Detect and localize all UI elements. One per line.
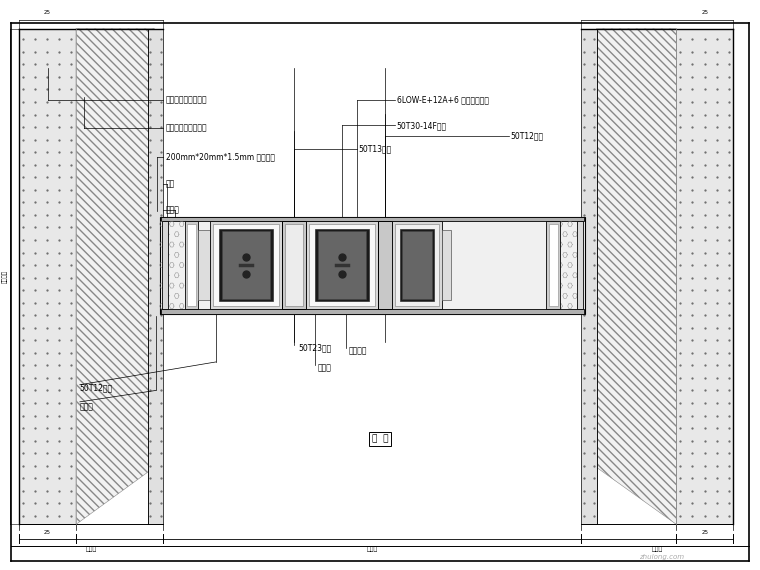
Text: 6LOW-E+12A+6 中空钢化玻璃: 6LOW-E+12A+6 中空钢化玻璃 <box>397 95 489 104</box>
Bar <box>378 221 392 309</box>
Bar <box>577 221 583 309</box>
Text: 25: 25 <box>701 10 708 15</box>
Text: 保温墙（系统造工）: 保温墙（系统造工） <box>166 124 207 133</box>
Bar <box>161 217 584 221</box>
Text: 50T23中扇: 50T23中扇 <box>298 343 331 352</box>
Bar <box>395 224 439 306</box>
Bar <box>161 309 584 314</box>
Bar <box>148 28 163 524</box>
Bar <box>210 221 282 309</box>
Text: 25: 25 <box>701 530 708 535</box>
Bar <box>402 231 432 299</box>
Bar <box>318 231 366 299</box>
Text: 外墙计: 外墙计 <box>86 547 97 552</box>
Text: 50T12外扇: 50T12外扇 <box>80 383 113 392</box>
Text: 50T12外框: 50T12外框 <box>511 131 544 140</box>
Text: 塞片: 塞片 <box>166 179 175 188</box>
Text: 50T30-14F系窗: 50T30-14F系窗 <box>397 121 447 130</box>
Bar <box>219 229 273 301</box>
Text: 200mm*20mm*1.5mm 镀锌钢板: 200mm*20mm*1.5mm 镀锌钢板 <box>166 153 274 162</box>
Bar <box>162 221 168 309</box>
Text: 25: 25 <box>44 530 51 535</box>
Text: 密封胶: 密封胶 <box>318 363 331 372</box>
Bar <box>392 221 442 309</box>
Text: 外墙计: 外墙计 <box>367 547 378 552</box>
Polygon shape <box>597 28 676 524</box>
Text: zhulong.com: zhulong.com <box>638 553 684 560</box>
Text: 全墙宽计: 全墙宽计 <box>2 270 8 283</box>
Text: 25: 25 <box>44 10 51 15</box>
Bar <box>400 229 434 301</box>
Bar <box>306 221 378 309</box>
Bar <box>549 224 558 306</box>
Bar <box>185 221 198 309</box>
Text: 室  外: 室 外 <box>372 434 388 443</box>
Bar <box>282 221 306 309</box>
Text: 保温墙（系统造工）: 保温墙（系统造工） <box>166 95 207 104</box>
Bar <box>222 231 270 299</box>
Bar <box>198 230 210 300</box>
Text: 50T13中框: 50T13中框 <box>359 145 392 154</box>
Bar <box>213 224 279 306</box>
Bar <box>309 224 375 306</box>
Text: 螺栓垫片: 螺栓垫片 <box>348 346 367 355</box>
Bar <box>546 221 560 309</box>
Bar <box>676 28 733 524</box>
Text: 外墙计: 外墙计 <box>652 547 663 552</box>
Text: 螺丝孔: 螺丝孔 <box>80 402 93 411</box>
Bar <box>285 224 303 306</box>
Bar <box>581 28 597 524</box>
Polygon shape <box>76 28 154 524</box>
Bar <box>315 229 369 301</box>
Bar <box>160 217 585 314</box>
Bar <box>187 224 196 306</box>
Bar <box>442 230 451 300</box>
Text: 止水胶: 止水胶 <box>166 205 179 214</box>
Bar <box>19 28 76 524</box>
